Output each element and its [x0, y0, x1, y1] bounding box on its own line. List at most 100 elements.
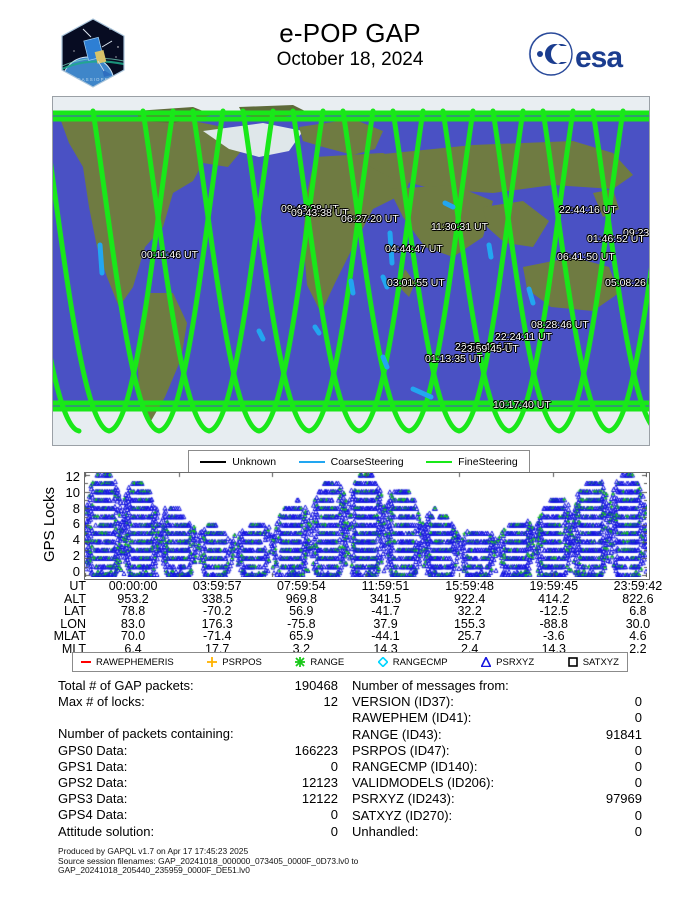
- statistic-row: RANGECMP (ID140): 0: [352, 759, 642, 775]
- orbit-parameter-value: 23:59:42: [613, 579, 663, 593]
- statistic-label: GPS4 Data:: [58, 807, 128, 823]
- orbit-parameter-value: 11:59:51: [361, 579, 410, 593]
- pass-time-label: 22:24:11 UT: [495, 331, 553, 343]
- pass-time-label: 23:59:42 UT: [455, 341, 513, 353]
- statistic-value: 0: [634, 807, 642, 823]
- statistic-label: GPS0 Data:: [58, 742, 128, 758]
- page-title: e-POP GAP: [279, 18, 421, 48]
- orbit-parameter-value: 30.0: [625, 616, 651, 631]
- message-legend-label: PSRPOS: [222, 656, 262, 668]
- message-legend-label: RAWEPHEMERIS: [96, 656, 174, 668]
- orbit-parameter-row: MLAT 70.0 -71.4 65.9 -44.1 25.7 -3.6 4.6: [40, 630, 680, 643]
- orbit-parameter-value: 922.4: [453, 591, 486, 606]
- gps-locks-y-ticks: 12 10 8 6 4 2 0: [58, 470, 80, 580]
- message-statistics-column: Number of messages from: VERSION (ID37):…: [352, 678, 642, 840]
- footer-produced-by: Produced by GAPQL v1.7 on Apr 17 17:45:2…: [58, 846, 249, 856]
- statistic-row: RANGE (ID43): 91841: [352, 727, 642, 743]
- message-legend-label: SATXYZ: [582, 656, 619, 668]
- orbit-parameter-value: 2.2: [629, 641, 647, 656]
- orbit-parameter-value: 15:59:48: [445, 579, 494, 593]
- y-tick-label: 4: [72, 532, 80, 548]
- statistic-row: GPS1 Data: 0: [58, 759, 338, 775]
- orbit-parameter-key: MLAT: [53, 629, 86, 644]
- spacer: [58, 710, 338, 726]
- page-subtitle: October 18, 2024: [276, 49, 424, 70]
- max-locks-row: Max # of locks: 12: [58, 694, 338, 710]
- orbit-parameter-values: 00:00:00 03:59:57 07:59:54 11:59:51 15:59:48…: [91, 580, 680, 593]
- pass-time-label: 05:08:26 UT: [605, 277, 649, 289]
- pass-time-label: 01:13:35 UT: [425, 353, 483, 365]
- message-legend-item: SATXYZ: [567, 656, 619, 668]
- orbit-parameter-value: -3.6: [543, 629, 565, 644]
- statistic-label: Unhandled:: [352, 823, 419, 839]
- orbit-parameter-value: 414.2: [538, 591, 570, 606]
- title-block: e-POP GAP October 18, 2024: [200, 18, 500, 72]
- legend-line-icon: [426, 461, 453, 463]
- message-type-legend: RAWEPHEMERIS PSRPOS RANGE RANGECMP PSRXYZ SAT…: [72, 652, 628, 672]
- orbit-parameter-value: 953.2: [117, 591, 149, 606]
- legend-line-icon: [298, 461, 325, 463]
- pass-time-label: 10:17:40 UT: [493, 399, 551, 411]
- packets-containing-rows: GPS0 Data: 166223 GPS1 Data: 0 GPS2 Data: 121…: [58, 743, 338, 840]
- statistic-label: VALIDMODELS (ID206):: [352, 775, 495, 791]
- message-legend-label: RANGE: [310, 656, 345, 668]
- y-tick-label: 6: [72, 516, 80, 532]
- orbit-parameter-value: 56.9: [289, 604, 314, 619]
- orbit-parameter-value: 338.5: [201, 591, 233, 606]
- statistic-label: PSRPOS (ID47):: [352, 742, 450, 758]
- gps-locks-scatter-canvas: [85, 473, 647, 577]
- statistic-row: GPS4 Data: 0: [58, 807, 338, 823]
- report-footer: Produced by GAPQL v1.7 on Apr 17 17:45:2…: [58, 846, 658, 876]
- orbit-parameter-value: 32.2: [457, 604, 482, 619]
- max-locks-label: Max # of locks:: [58, 694, 145, 710]
- pass-time-label: 06:41:50 UT: [557, 251, 615, 263]
- statistic-row: GPS2 Data: 12123: [58, 775, 338, 791]
- orbit-parameter-row: ALT 953.2 338.5 969.8 341.5 922.4 414.2 822.6: [40, 591, 680, 606]
- gps-locks-plot: [84, 472, 650, 580]
- map-legend-label: CoarseSteering: [330, 456, 404, 468]
- pass-time-label: 01:46:52 UT: [587, 233, 645, 245]
- packets-containing-header: Number of packets containing:: [58, 726, 234, 742]
- orbit-parameter-row: UT 00:00:00 03:59:57 07:59:54 11:59:51 15:59:…: [40, 580, 680, 593]
- statistic-row: Unhandled: 0: [352, 824, 642, 840]
- statistic-value: 0: [634, 710, 642, 726]
- total-packets-row: Total # of GAP packets: 190468: [58, 678, 338, 694]
- statistic-value: 0: [330, 807, 338, 823]
- pass-time-label: 08:28:46 UT: [531, 319, 589, 331]
- message-legend-label: RANGECMP: [392, 656, 448, 668]
- pass-time-label: 22:44:16 UT: [559, 204, 617, 216]
- pass-time-label: 03:01:55 UT: [387, 277, 445, 289]
- statistic-value: 0: [634, 742, 642, 758]
- triangle-marker-icon: [480, 655, 492, 668]
- orbit-parameter-value: -44.1: [371, 629, 400, 644]
- orbit-parameter-row: LAT 78.8 -70.2 56.9 -41.7 32.2 -12.5 6.8: [40, 605, 680, 618]
- statistic-value: 0: [634, 775, 642, 791]
- footer-source-line2: GAP_20241018_205440_235959_0000F_DE51.lv…: [58, 865, 250, 876]
- statistic-value: 12122: [301, 791, 338, 807]
- diamond-marker-icon: [377, 656, 389, 668]
- orbit-parameter-values: 83.0 176.3 -75.8 37.9 155.3 -88.8 30.0: [91, 618, 680, 631]
- map-legend-label: FineSteering: [458, 456, 518, 468]
- statistic-label: SATXYZ (ID270):: [352, 807, 453, 823]
- messages-from-header: Number of messages from:: [352, 678, 509, 693]
- orbit-parameter-value: 83.0: [120, 616, 146, 631]
- orbit-parameter-value: -75.8: [287, 616, 316, 631]
- statistic-row: GPS0 Data: 166223: [58, 743, 338, 759]
- pass-time-label: 23:59:45 UT: [461, 343, 519, 355]
- orbit-parameter-value: 6.8: [629, 604, 647, 619]
- statistic-label: GPS1 Data:: [58, 758, 128, 774]
- footer-source-line1: Source session filenames: GAP_20241018_0…: [58, 855, 359, 866]
- message-legend-item: PSRPOS: [207, 657, 262, 668]
- statistic-row: RAWEPHEM (ID41): 0: [352, 710, 642, 726]
- report-header: CASSIOPE e-POP GAP October 18, 2024: [0, 0, 695, 92]
- orbit-parameter-value: 25.7: [457, 629, 482, 644]
- orbit-parameter-value: -70.2: [202, 604, 232, 619]
- orbit-parameter-value: 07:59:54: [277, 579, 326, 593]
- orbit-parameter-key: UT: [69, 579, 86, 593]
- orbit-parameter-value: 341.5: [369, 591, 402, 606]
- statistic-row: GPS3 Data: 12122: [58, 791, 338, 807]
- orbit-parameter-value: 155.3: [453, 616, 486, 631]
- statistic-label: RANGECMP (ID140):: [352, 759, 478, 775]
- plus-marker-icon: [207, 657, 218, 667]
